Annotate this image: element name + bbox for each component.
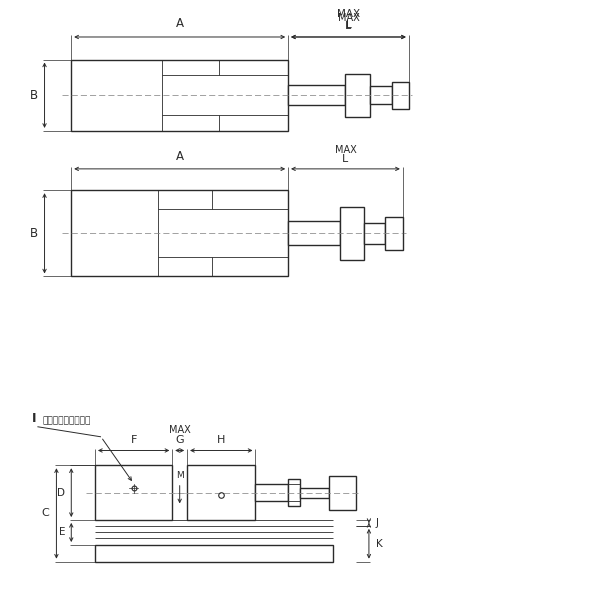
Text: B: B <box>30 89 38 102</box>
Text: B: B <box>30 227 38 240</box>
Bar <box>95 545 332 562</box>
Bar <box>71 190 288 277</box>
Bar <box>256 484 288 502</box>
Bar <box>300 488 329 497</box>
Text: MAX: MAX <box>335 145 356 155</box>
Text: （ストッパーネジ）: （ストッパーネジ） <box>42 416 91 425</box>
Text: MAX: MAX <box>338 13 359 23</box>
Text: MAX
L: MAX L <box>337 9 360 31</box>
Text: H: H <box>217 434 226 445</box>
Bar <box>288 85 344 105</box>
Bar <box>95 466 172 520</box>
Text: C: C <box>41 508 49 518</box>
Bar <box>385 217 403 250</box>
Text: G: G <box>175 434 184 445</box>
Bar <box>329 476 356 509</box>
Bar <box>288 221 340 245</box>
Text: J: J <box>376 518 379 528</box>
Bar <box>344 74 370 116</box>
Bar <box>71 59 288 131</box>
Text: MAX: MAX <box>169 425 191 435</box>
Text: L: L <box>343 154 349 164</box>
Text: K: K <box>376 539 383 549</box>
Text: M: M <box>176 472 184 481</box>
Bar <box>370 86 392 104</box>
Text: L: L <box>345 21 352 31</box>
Bar <box>288 479 300 506</box>
Text: F: F <box>130 434 137 445</box>
Text: A: A <box>176 150 184 163</box>
Text: A: A <box>176 17 184 31</box>
Bar <box>187 466 256 520</box>
Text: D: D <box>58 488 65 497</box>
Text: I: I <box>31 412 36 425</box>
Bar <box>392 82 409 109</box>
Text: E: E <box>59 527 65 538</box>
Bar <box>340 206 364 260</box>
Bar <box>364 223 385 244</box>
